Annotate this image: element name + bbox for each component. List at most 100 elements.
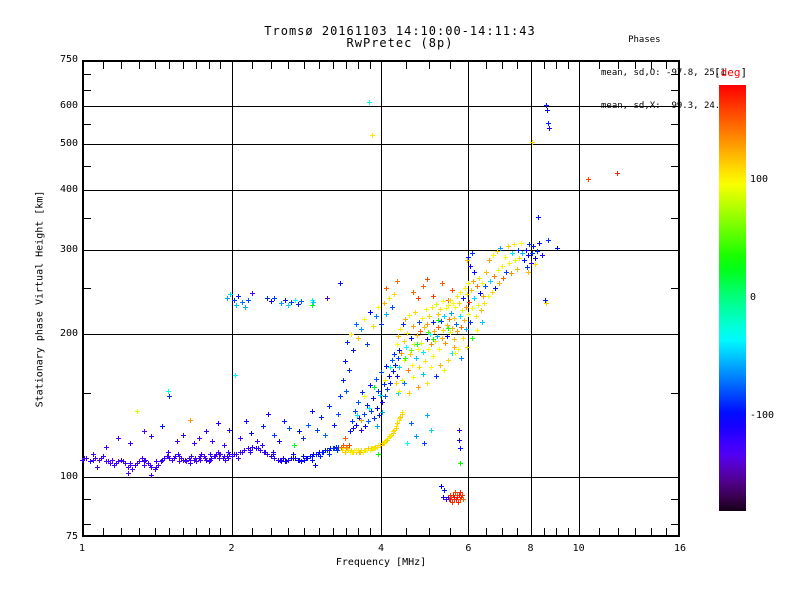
data-point [359, 427, 365, 433]
data-point [393, 424, 399, 430]
data-point [384, 312, 390, 318]
data-point [442, 341, 448, 347]
data-point [227, 451, 233, 457]
data-point [149, 473, 155, 479]
data-point [483, 283, 489, 289]
data-point [373, 313, 379, 319]
data-point [379, 370, 384, 376]
data-point [399, 378, 405, 384]
data-point [279, 459, 285, 465]
minor-tick [345, 528, 347, 535]
minor-tick [429, 62, 431, 69]
data-point [429, 304, 435, 310]
minor-tick [666, 62, 668, 69]
data-point [225, 453, 231, 459]
data-point [401, 380, 407, 386]
data-point [459, 494, 465, 500]
data-point [209, 455, 215, 461]
data-point [432, 328, 438, 334]
data-point [387, 434, 393, 440]
data-point [374, 405, 380, 411]
data-point [356, 399, 362, 405]
data-point [298, 299, 304, 305]
minor-tick [485, 528, 487, 535]
minor-tick [318, 62, 320, 69]
data-point [286, 302, 292, 308]
data-point [413, 355, 419, 361]
data-point [446, 316, 452, 322]
colorbar-tick-label: 100 [750, 173, 769, 185]
data-point [456, 301, 462, 307]
gridline [84, 333, 678, 335]
data-point [431, 294, 437, 300]
data-point [368, 446, 374, 452]
data-point [409, 347, 415, 353]
data-point [128, 463, 134, 469]
data-point [207, 457, 213, 463]
data-point [403, 316, 409, 322]
data-point [343, 444, 349, 450]
data-point [420, 283, 426, 289]
data-point [462, 285, 468, 291]
data-point [370, 395, 376, 401]
data-point [450, 301, 456, 307]
minor-tick [635, 62, 637, 69]
data-point [445, 358, 451, 364]
data-point [362, 394, 368, 400]
data-point [167, 455, 173, 461]
data-point [90, 457, 96, 463]
minor-tick [304, 528, 306, 535]
data-point [513, 258, 519, 264]
data-point [531, 244, 537, 250]
chart-subtitle: RwPretec (8p) [346, 36, 454, 50]
data-point [158, 459, 164, 465]
data-point [464, 258, 470, 264]
data-point [366, 405, 372, 411]
data-point [149, 465, 155, 471]
data-point [385, 435, 391, 441]
minor-tick [102, 528, 104, 535]
data-point [381, 301, 387, 307]
data-point [360, 390, 366, 396]
data-point [96, 457, 102, 463]
data-point [309, 457, 315, 463]
data-point [546, 237, 552, 243]
data-point [181, 432, 187, 438]
data-point [478, 308, 484, 314]
data-point [315, 451, 321, 457]
data-point [380, 399, 386, 405]
data-point [311, 451, 317, 457]
data-point [139, 455, 145, 461]
data-point [473, 313, 479, 319]
y-tick-label: 100 [59, 471, 78, 483]
data-point [471, 269, 477, 275]
data-point [448, 297, 454, 303]
data-point [203, 455, 209, 461]
data-point [194, 459, 200, 465]
data-point [342, 359, 348, 365]
data-point [384, 364, 390, 370]
data-point [389, 432, 394, 438]
data-point [405, 330, 411, 336]
data-point [339, 444, 345, 450]
minor-tick [154, 62, 156, 69]
data-point [237, 435, 243, 441]
minor-tick [84, 74, 91, 76]
data-point [113, 461, 119, 467]
data-point [470, 335, 476, 341]
data-point [459, 355, 465, 361]
gridline [231, 62, 233, 535]
minor-tick [485, 62, 487, 69]
phase-stats-block: Phases mean, sd,O: -97.8, 25.1 mean, sd,… [601, 13, 726, 134]
data-point [446, 325, 452, 331]
data-point [338, 446, 344, 452]
data-point [249, 430, 255, 436]
data-point [309, 453, 315, 459]
y-axis-title: Stationary phase Virtual Height [km] [34, 190, 46, 408]
data-point [272, 295, 278, 301]
data-point [303, 455, 309, 461]
data-point [442, 488, 448, 494]
data-point [259, 442, 265, 448]
minor-tick [501, 62, 503, 69]
y-tick-label: 600 [59, 100, 78, 112]
